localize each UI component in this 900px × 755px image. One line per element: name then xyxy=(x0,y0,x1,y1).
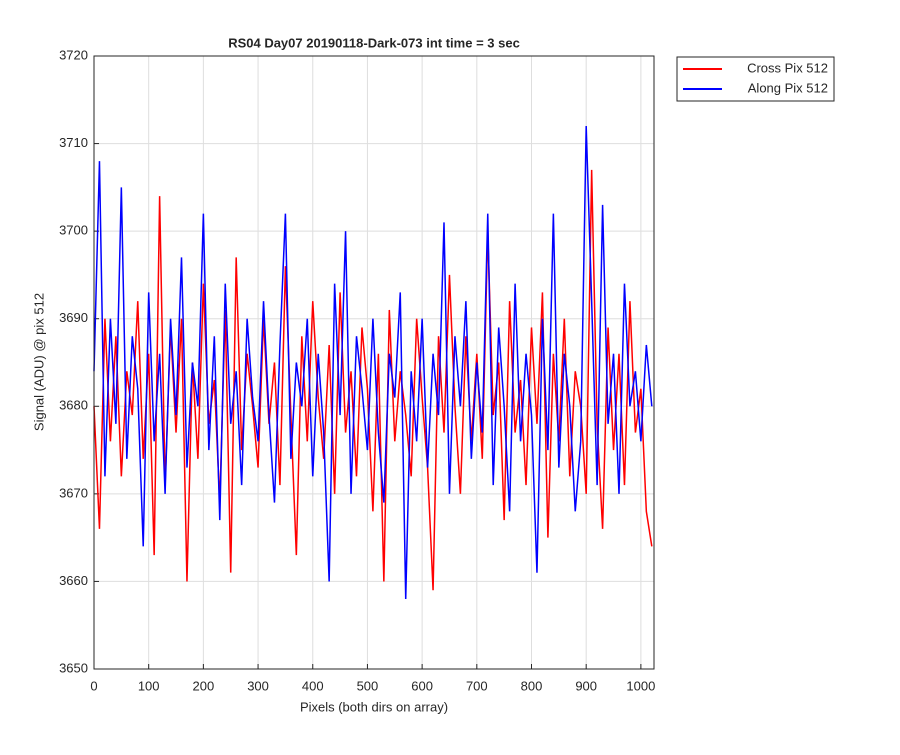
legend-label: Along Pix 512 xyxy=(748,80,828,95)
x-tick-label: 900 xyxy=(575,678,597,693)
x-axis-label: Pixels (both dirs on array) xyxy=(300,699,448,714)
x-tick-label: 1000 xyxy=(626,678,655,693)
x-tick-label: 700 xyxy=(466,678,488,693)
y-tick-label: 3700 xyxy=(59,223,88,238)
y-tick-label: 3720 xyxy=(59,47,88,62)
legend-label: Cross Pix 512 xyxy=(747,60,828,75)
series-line xyxy=(93,126,653,599)
plot-frame xyxy=(93,55,655,670)
y-tick-label: 3690 xyxy=(59,310,88,325)
y-tick-label: 3680 xyxy=(59,398,88,413)
x-tick-label: 100 xyxy=(138,678,160,693)
y-tick-label: 3710 xyxy=(59,135,88,150)
y-axis-label: Signal (ADU) @ pix 512 xyxy=(31,293,46,431)
x-tick-label: 600 xyxy=(411,678,433,693)
x-tick-label: 400 xyxy=(302,678,324,693)
x-tick-label: 0 xyxy=(90,678,97,693)
x-tick-label: 200 xyxy=(193,678,215,693)
x-tick-label: 500 xyxy=(357,678,379,693)
x-tick-label: 800 xyxy=(521,678,543,693)
y-tick-label: 3650 xyxy=(59,660,88,675)
legend-box xyxy=(676,56,835,102)
chart-title: RS04 Day07 20190118-Dark-073 int time = … xyxy=(228,35,520,50)
y-tick-label: 3660 xyxy=(59,573,88,588)
y-tick-label: 3670 xyxy=(59,485,88,500)
x-tick-label: 300 xyxy=(247,678,269,693)
